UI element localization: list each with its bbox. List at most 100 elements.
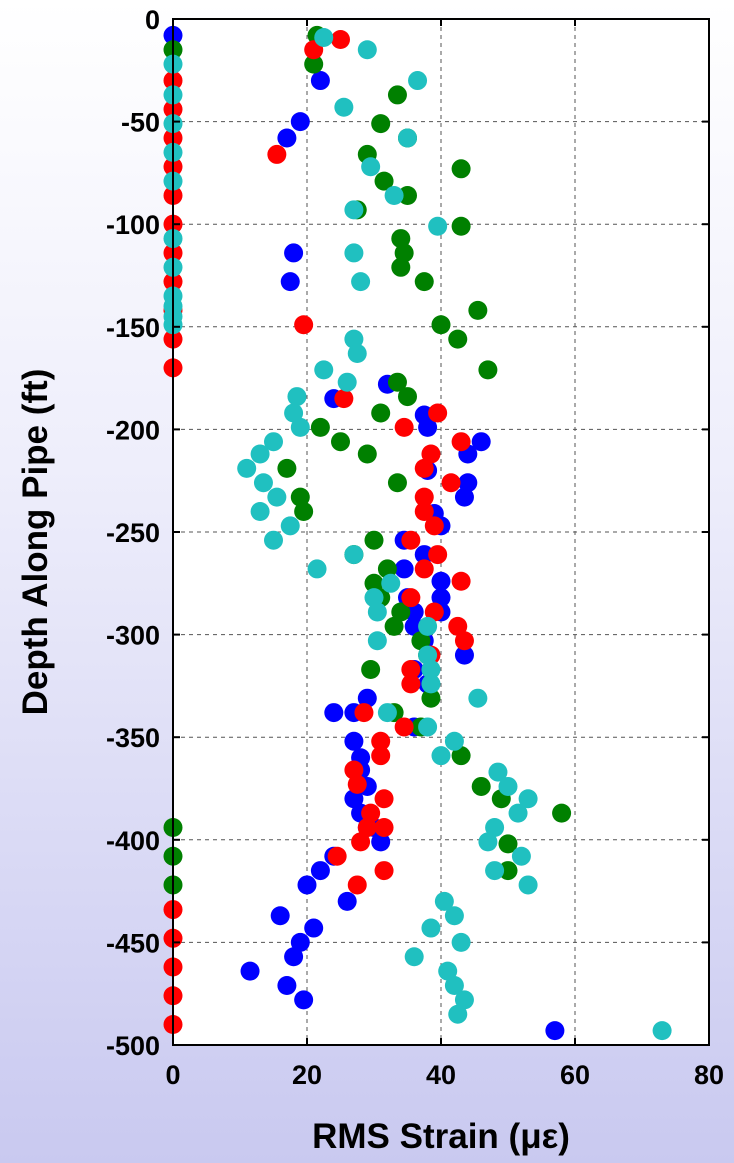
data-point-series-4 bbox=[351, 272, 371, 292]
data-point-series-4 bbox=[237, 458, 257, 478]
data-point-series-2 bbox=[498, 834, 518, 854]
data-point-series-3 bbox=[451, 432, 471, 452]
data-point-series-4 bbox=[451, 932, 471, 952]
data-point-series-1 bbox=[344, 731, 364, 751]
data-point-series-4 bbox=[485, 861, 505, 881]
data-point-series-1 bbox=[454, 645, 474, 665]
data-point-series-1 bbox=[280, 272, 300, 292]
data-point-series-3 bbox=[414, 487, 434, 507]
data-point-series-4 bbox=[438, 961, 458, 981]
data-point-series-1 bbox=[394, 559, 414, 579]
data-point-series-3 bbox=[351, 832, 371, 852]
data-point-series-4 bbox=[290, 417, 310, 437]
y-axis-title: Depth Along Pipe (ft) bbox=[16, 369, 55, 716]
data-point-series-2 bbox=[387, 85, 407, 105]
data-point-series-4 bbox=[398, 128, 417, 148]
data-point-series-3 bbox=[357, 817, 377, 837]
data-point-series-4 bbox=[431, 746, 451, 766]
data-point-series-1 bbox=[270, 906, 290, 926]
data-point-series-4 bbox=[344, 200, 364, 220]
data-point-series-3 bbox=[421, 444, 441, 464]
data-point-series-2 bbox=[277, 458, 297, 478]
data-point-series-4 bbox=[287, 387, 307, 407]
data-point-series-2 bbox=[391, 602, 411, 622]
data-point-series-4 bbox=[468, 688, 488, 708]
data-point-series-4 bbox=[264, 432, 283, 452]
y-tick-label: 0 bbox=[145, 5, 160, 35]
data-point-series-4 bbox=[344, 545, 364, 565]
data-point-series-2 bbox=[377, 559, 397, 579]
data-point-series-3 bbox=[424, 516, 444, 536]
data-point-series-1 bbox=[404, 602, 424, 622]
data-point-series-1 bbox=[431, 588, 451, 608]
x-tick-label: 0 bbox=[165, 1060, 180, 1090]
data-point-series-3 bbox=[374, 817, 394, 837]
data-point-series-1 bbox=[414, 545, 434, 565]
data-point-series-2 bbox=[498, 861, 518, 881]
data-point-series-4 bbox=[454, 990, 474, 1010]
data-point-series-4 bbox=[253, 473, 273, 493]
data-point-series-1 bbox=[290, 112, 310, 132]
data-point-series-4 bbox=[314, 360, 334, 380]
x-axis-title: RMS Strain (με) bbox=[312, 1117, 570, 1156]
data-point-series-3 bbox=[451, 571, 471, 591]
data-point-series-3 bbox=[401, 588, 421, 608]
data-point-series-3 bbox=[374, 789, 394, 809]
data-point-series-1 bbox=[240, 961, 260, 981]
data-point-series-4 bbox=[264, 530, 283, 550]
data-point-series-4 bbox=[404, 947, 424, 967]
data-point-series-3 bbox=[428, 403, 448, 423]
data-point-series-4 bbox=[357, 40, 377, 60]
data-point-series-2 bbox=[294, 501, 314, 521]
data-point-series-2 bbox=[364, 530, 384, 550]
data-point-series-3 bbox=[374, 861, 394, 881]
data-point-series-1 bbox=[545, 1021, 565, 1041]
data-point-series-3 bbox=[371, 746, 391, 766]
data-point-series-4 bbox=[250, 501, 270, 521]
data-point-series-1 bbox=[304, 918, 324, 938]
data-point-series-4 bbox=[478, 832, 498, 852]
data-point-series-2 bbox=[398, 185, 417, 205]
data-point-series-4 bbox=[267, 487, 287, 507]
data-point-series-3 bbox=[361, 803, 381, 823]
data-point-series-3 bbox=[327, 846, 347, 866]
data-point-series-4 bbox=[377, 703, 397, 723]
data-point-series-1 bbox=[458, 473, 478, 493]
data-point-series-2 bbox=[374, 171, 394, 191]
data-point-series-3 bbox=[347, 774, 367, 794]
x-tick-label: 40 bbox=[426, 1060, 456, 1090]
data-point-series-1 bbox=[418, 417, 438, 437]
data-point-series-1 bbox=[431, 571, 451, 591]
data-point-series-4 bbox=[314, 27, 334, 47]
data-point-series-4 bbox=[250, 444, 270, 464]
data-point-series-4 bbox=[284, 403, 304, 423]
data-point-series-4 bbox=[364, 588, 384, 608]
data-point-series-4 bbox=[337, 372, 357, 392]
data-point-series-4 bbox=[418, 616, 438, 636]
data-point-series-2 bbox=[331, 432, 350, 452]
data-point-series-2 bbox=[451, 746, 471, 766]
data-point-series-2 bbox=[387, 372, 407, 392]
y-tick-label: -350 bbox=[106, 723, 160, 753]
y-tick-label: -100 bbox=[106, 210, 160, 240]
data-point-series-2 bbox=[391, 229, 411, 249]
data-point-series-4 bbox=[421, 918, 441, 938]
x-tick-label: 80 bbox=[694, 1060, 724, 1090]
data-point-series-3 bbox=[267, 144, 287, 164]
y-tick-label: -200 bbox=[106, 415, 160, 445]
data-point-series-3 bbox=[347, 875, 367, 895]
data-point-series-1 bbox=[277, 128, 297, 148]
data-point-series-2 bbox=[361, 659, 381, 679]
data-point-series-2 bbox=[310, 417, 330, 437]
data-point-series-2 bbox=[304, 54, 324, 74]
data-point-series-1 bbox=[371, 832, 391, 852]
data-point-series-4 bbox=[444, 975, 464, 995]
data-point-series-4 bbox=[334, 97, 354, 117]
plot-area: 0 20 40 60 80 0 -50 -100 -150 -200 -250 -300 -350 -40… bbox=[106, 5, 724, 1090]
data-point-series-1 bbox=[290, 932, 310, 952]
data-point-series-4 bbox=[448, 1004, 468, 1024]
data-point-series-3 bbox=[331, 30, 350, 50]
y-tick-label: -400 bbox=[106, 826, 160, 856]
data-point-series-2 bbox=[398, 387, 417, 407]
data-point-series-4 bbox=[444, 731, 464, 751]
